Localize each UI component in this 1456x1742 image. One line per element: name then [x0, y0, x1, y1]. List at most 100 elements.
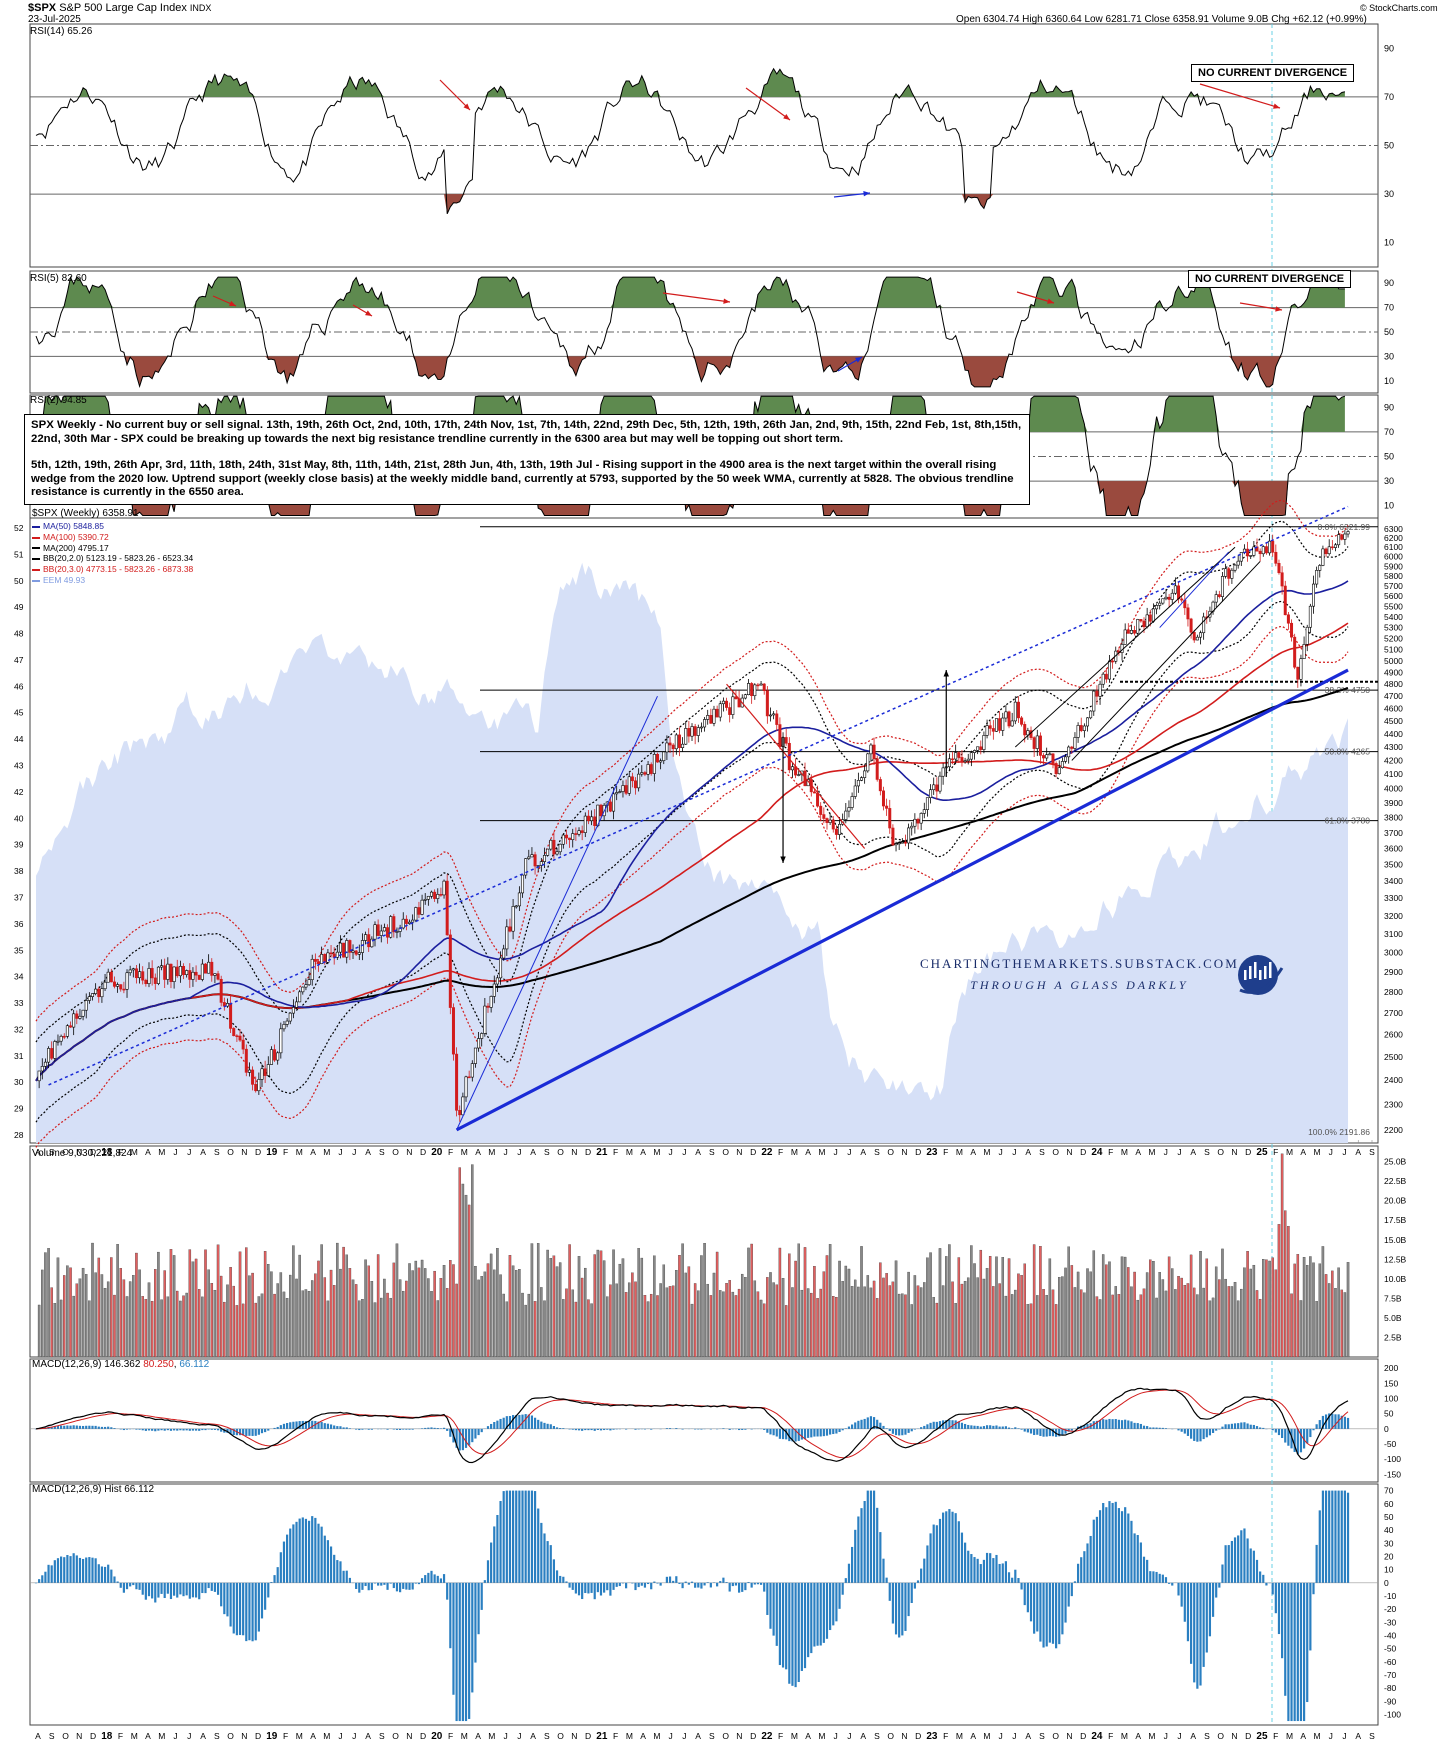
hist-bar	[829, 1582, 832, 1631]
volume-bar	[1202, 1287, 1205, 1358]
target-arrow-head	[943, 670, 949, 677]
macd-hist-bar	[458, 1428, 461, 1451]
macd-hist-bar	[1208, 1428, 1212, 1436]
macd-hist-bar	[474, 1428, 477, 1439]
candle-body	[1001, 717, 1005, 731]
x-tick-label: J	[668, 1147, 672, 1157]
macd-hist-bar	[342, 1427, 345, 1429]
hist-bar	[1265, 1582, 1268, 1586]
price-tick-label: 6200	[1384, 533, 1403, 543]
macd-hist-bar	[213, 1428, 217, 1430]
hist-bar	[166, 1582, 169, 1594]
x-tick-label: J	[999, 1147, 1003, 1157]
candle-body	[1340, 534, 1344, 540]
macd-hist-bar	[245, 1428, 248, 1436]
candle-body	[831, 819, 835, 830]
legend-entry: EEM 49.93	[32, 575, 193, 586]
volume-bar	[828, 1244, 832, 1358]
hist-bar	[333, 1554, 336, 1583]
candle-body	[872, 744, 876, 760]
candle-body	[687, 728, 691, 737]
hist-label: MACD(12,26,9) Hist 66.112	[32, 1484, 155, 1495]
x-tick-label: S	[1369, 1731, 1375, 1741]
hist-bar	[1306, 1582, 1309, 1703]
x-tick-label: M	[461, 1147, 468, 1157]
candle-body	[1067, 746, 1071, 758]
price-tick-label: 4100	[1384, 769, 1403, 779]
volume-bar	[84, 1274, 88, 1358]
macd-hist-bar	[399, 1428, 402, 1430]
macd-hist-bar	[78, 1425, 82, 1429]
hist-bar	[863, 1500, 866, 1583]
hist-bar	[317, 1523, 320, 1583]
macd-hist-bar	[938, 1421, 942, 1429]
hist-bar	[433, 1574, 436, 1583]
candle-body	[790, 766, 794, 771]
macd-hist-bar	[1086, 1424, 1089, 1429]
volume-bar	[354, 1284, 358, 1358]
macd-hist-bar	[960, 1422, 964, 1429]
hist-bar	[1208, 1582, 1212, 1637]
x-tick-label: 25	[1256, 1147, 1268, 1158]
volume-bar	[1086, 1268, 1089, 1358]
volume-bar	[132, 1275, 135, 1358]
rsi5-bull-divergence-arrow-head	[855, 357, 862, 363]
x-tick-label: F	[613, 1731, 618, 1741]
hist-bar	[1158, 1573, 1161, 1583]
candle-body	[448, 934, 452, 1008]
x-tick-label: M	[296, 1147, 303, 1157]
candle-body	[586, 815, 590, 822]
candle-body	[502, 948, 506, 959]
macd-hist-bar	[1011, 1428, 1014, 1429]
macd-hist-bar	[1083, 1425, 1086, 1429]
candle-body	[1032, 737, 1036, 749]
macd-hist-bar	[992, 1425, 995, 1429]
volume-bar	[1262, 1259, 1265, 1358]
x-tick-label: S	[1204, 1731, 1210, 1741]
macd-hist-bar	[66, 1425, 69, 1429]
candle-body	[131, 968, 135, 971]
macd-hist-bar	[496, 1420, 499, 1429]
volume-bar	[916, 1285, 920, 1358]
hist-bar	[989, 1553, 992, 1583]
volume-bar	[697, 1290, 700, 1358]
macd-hist-bar	[1029, 1428, 1033, 1434]
volume-bar	[794, 1260, 797, 1358]
macd-hist-bar	[176, 1428, 179, 1431]
candle-body	[1283, 585, 1287, 616]
macd-hist-bar	[229, 1428, 232, 1435]
x-tick-label: D	[255, 1147, 261, 1157]
hist-bar	[825, 1582, 829, 1639]
candle-body	[276, 1052, 280, 1061]
volume-bar	[1004, 1295, 1008, 1358]
hist-bar	[1152, 1571, 1155, 1583]
candle-body	[693, 726, 697, 736]
candle-body	[119, 984, 123, 990]
volume-bar	[665, 1287, 669, 1358]
hist-bar	[759, 1582, 763, 1585]
hist-bar	[587, 1582, 590, 1594]
macd-hist-bar	[1124, 1419, 1127, 1429]
hist-bar	[992, 1558, 995, 1583]
volume-bar	[941, 1285, 945, 1358]
hist-bar	[342, 1570, 345, 1583]
macd-hist-bar	[367, 1428, 370, 1430]
volume-bar	[866, 1275, 870, 1358]
hist-bar	[414, 1582, 417, 1584]
candle-body	[247, 1069, 251, 1073]
macd-hist-bar	[571, 1428, 574, 1430]
x-tick-label: M	[983, 1147, 990, 1157]
macd-hist-bar	[778, 1428, 782, 1439]
hist-bar	[179, 1582, 182, 1595]
candle-body	[561, 834, 565, 845]
legend-text: BB(20,3.0) 4773.15 - 5823.26 - 6873.38	[43, 564, 194, 575]
macd-hist-bar	[307, 1421, 311, 1429]
hist-tick-label: 70	[1384, 1486, 1394, 1496]
macd-hist-bar	[574, 1428, 577, 1431]
candle-body	[65, 1025, 69, 1037]
volume-bar	[1177, 1276, 1180, 1358]
macd-hist-bar	[442, 1427, 446, 1429]
hist-bar	[741, 1582, 744, 1592]
price-tick-label: 4600	[1384, 703, 1403, 713]
volume-bar	[728, 1280, 731, 1358]
